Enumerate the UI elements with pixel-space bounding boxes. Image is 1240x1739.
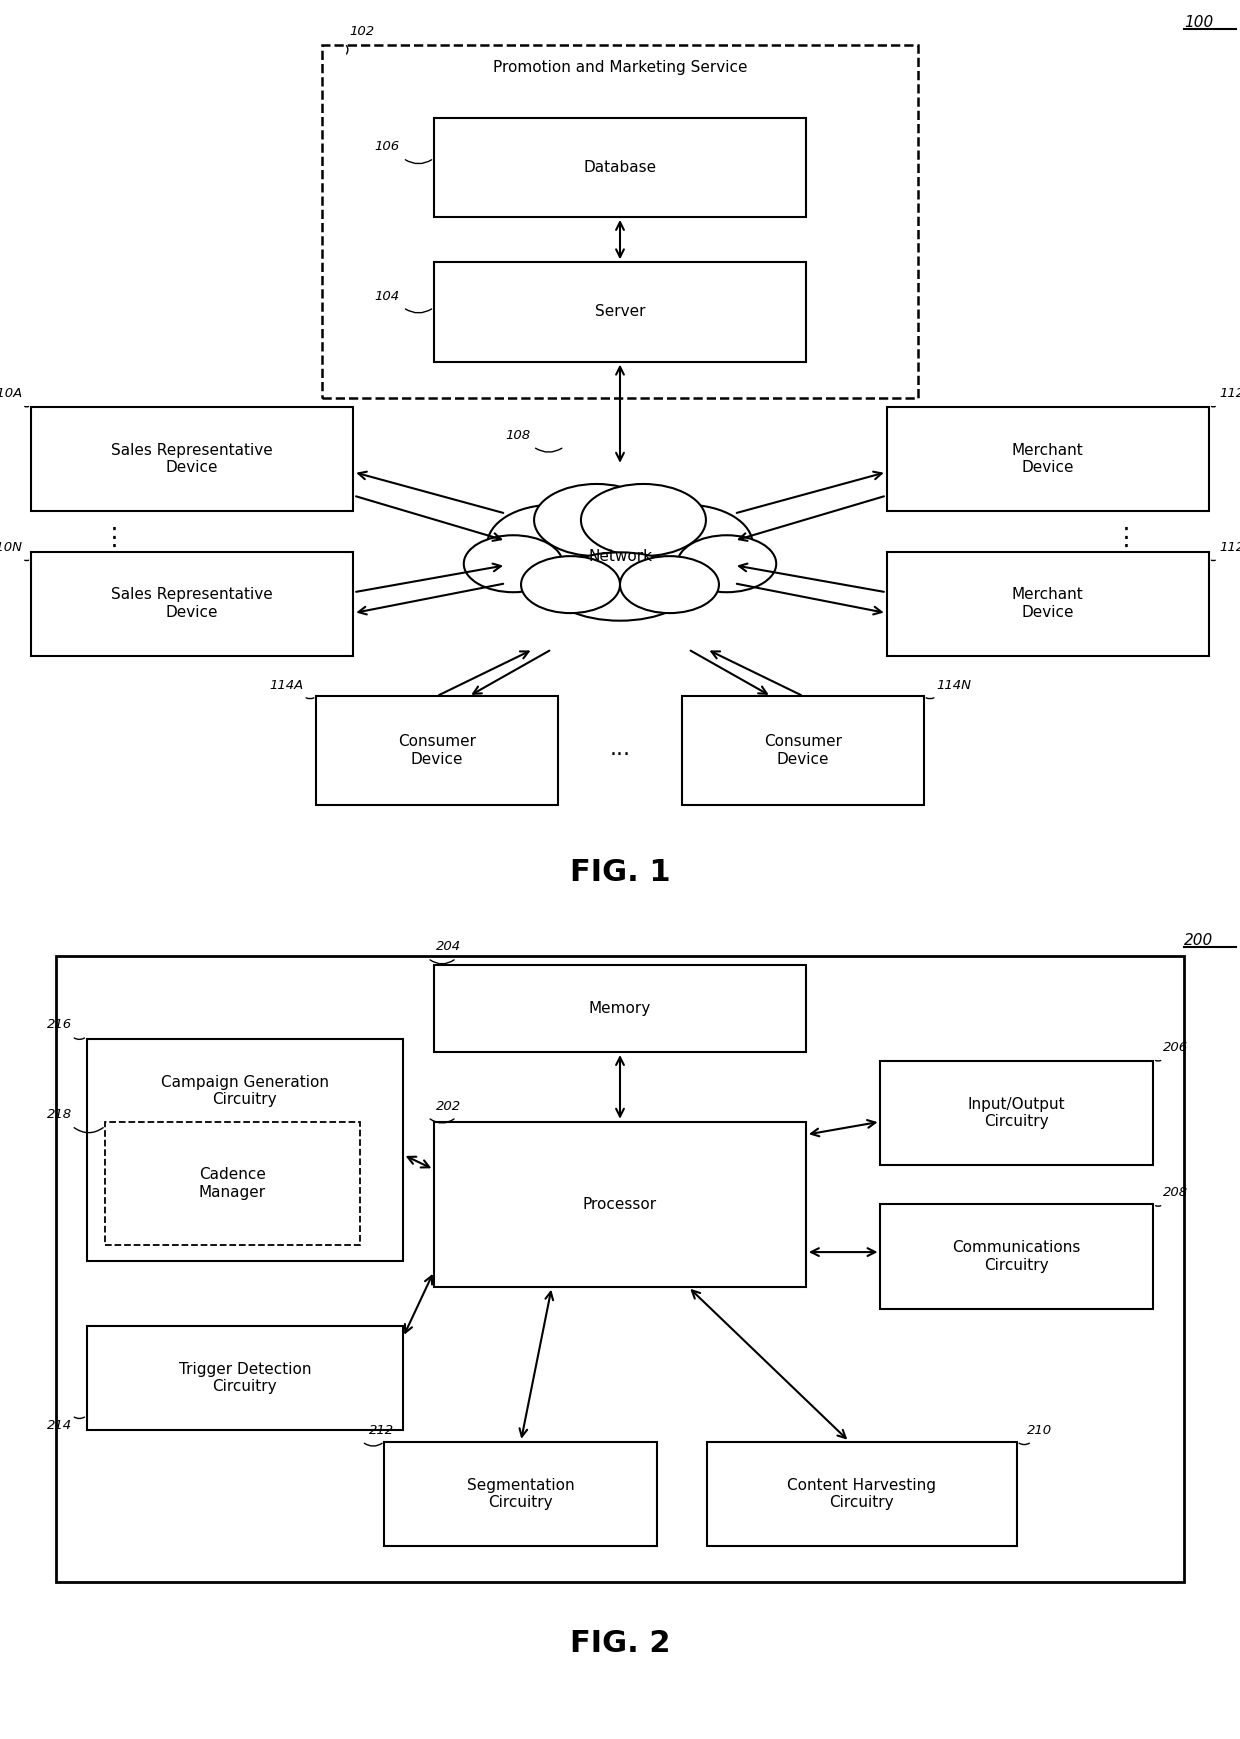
Text: FIG. 1: FIG. 1 (569, 857, 671, 887)
Text: 200: 200 (1184, 934, 1214, 948)
Ellipse shape (548, 553, 692, 621)
Text: 208: 208 (1163, 1186, 1188, 1200)
Text: Processor: Processor (583, 1196, 657, 1212)
Text: Input/Output
Circuitry: Input/Output Circuitry (968, 1097, 1065, 1129)
Text: 210: 210 (1027, 1424, 1052, 1436)
FancyBboxPatch shape (880, 1061, 1153, 1165)
FancyBboxPatch shape (434, 263, 806, 362)
Text: 112A: 112A (1219, 386, 1240, 400)
FancyBboxPatch shape (887, 551, 1209, 656)
Text: 218: 218 (47, 1108, 72, 1122)
Text: ...: ... (610, 739, 630, 758)
Text: 114N: 114N (936, 678, 971, 692)
FancyBboxPatch shape (87, 1325, 403, 1429)
FancyBboxPatch shape (434, 965, 806, 1052)
Text: 114A: 114A (269, 678, 304, 692)
Ellipse shape (677, 536, 776, 593)
Text: Database: Database (584, 160, 656, 176)
Text: Merchant
Device: Merchant Device (1012, 443, 1084, 475)
Text: 104: 104 (374, 290, 399, 303)
FancyBboxPatch shape (87, 1038, 403, 1261)
Text: 108: 108 (506, 430, 531, 442)
Text: Trigger Detection
Circuitry: Trigger Detection Circuitry (179, 1362, 311, 1395)
Ellipse shape (622, 504, 753, 584)
Text: 100: 100 (1184, 16, 1214, 30)
FancyBboxPatch shape (56, 956, 1184, 1582)
Ellipse shape (620, 556, 719, 614)
Text: Merchant
Device: Merchant Device (1012, 588, 1084, 619)
FancyBboxPatch shape (434, 118, 806, 217)
Text: Server: Server (595, 304, 645, 320)
Text: Segmentation
Circuitry: Segmentation Circuitry (467, 1478, 574, 1509)
FancyBboxPatch shape (31, 551, 353, 656)
Text: Network: Network (588, 548, 652, 563)
Text: Sales Representative
Device: Sales Representative Device (112, 443, 273, 475)
FancyBboxPatch shape (316, 696, 558, 805)
Text: 214: 214 (47, 1419, 72, 1433)
FancyBboxPatch shape (384, 1442, 657, 1546)
Text: 212: 212 (370, 1424, 394, 1436)
Text: Cadence
Manager: Cadence Manager (198, 1167, 267, 1200)
Text: ⋮: ⋮ (102, 525, 126, 550)
Text: Communications
Circuitry: Communications Circuitry (952, 1240, 1081, 1273)
FancyBboxPatch shape (682, 696, 924, 805)
FancyBboxPatch shape (105, 1122, 360, 1245)
Ellipse shape (534, 483, 660, 556)
Text: 106: 106 (374, 141, 399, 153)
Ellipse shape (526, 501, 714, 610)
Ellipse shape (521, 556, 620, 614)
Text: 112N: 112N (1219, 541, 1240, 553)
FancyBboxPatch shape (434, 1122, 806, 1287)
Text: 102: 102 (350, 24, 374, 38)
FancyBboxPatch shape (707, 1442, 1017, 1546)
Ellipse shape (487, 504, 618, 584)
Text: 110N: 110N (0, 541, 22, 553)
Text: Consumer
Device: Consumer Device (398, 734, 476, 767)
FancyBboxPatch shape (887, 407, 1209, 511)
Text: Consumer
Device: Consumer Device (764, 734, 842, 767)
Text: Sales Representative
Device: Sales Representative Device (112, 588, 273, 619)
Text: 204: 204 (436, 939, 461, 953)
FancyBboxPatch shape (880, 1203, 1153, 1308)
FancyBboxPatch shape (322, 45, 918, 398)
Text: ⋮: ⋮ (1114, 525, 1138, 550)
Text: 206: 206 (1163, 1042, 1188, 1054)
FancyBboxPatch shape (31, 407, 353, 511)
Text: Promotion and Marketing Service: Promotion and Marketing Service (492, 61, 748, 75)
Text: 216: 216 (47, 1017, 72, 1031)
Ellipse shape (464, 536, 563, 593)
Text: FIG. 2: FIG. 2 (569, 1629, 671, 1657)
Text: 202: 202 (436, 1099, 461, 1113)
Text: 110A: 110A (0, 386, 22, 400)
Text: Campaign Generation
Circuitry: Campaign Generation Circuitry (161, 1075, 329, 1108)
Ellipse shape (580, 483, 706, 556)
Text: Content Harvesting
Circuitry: Content Harvesting Circuitry (787, 1478, 936, 1509)
Text: Memory: Memory (589, 1002, 651, 1016)
